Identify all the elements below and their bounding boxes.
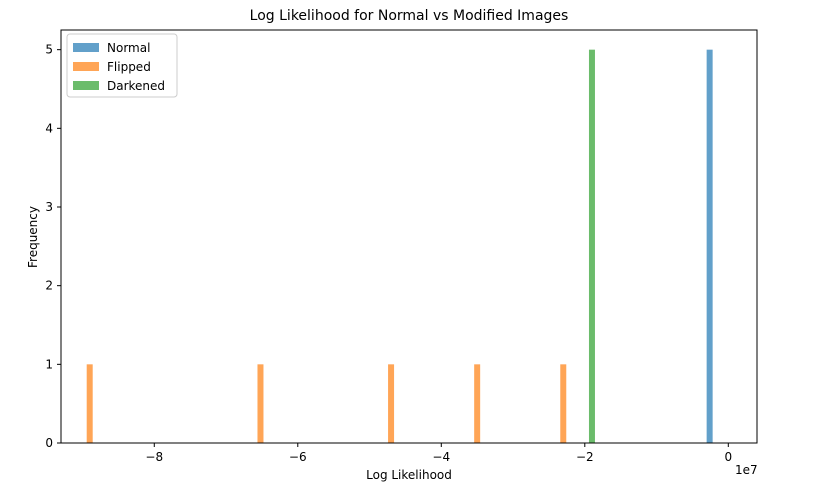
bar-flipped-3 xyxy=(474,364,481,443)
bar-darkened-0 xyxy=(588,49,595,444)
x-axis: −8 −6 −4 −2 0 xyxy=(145,443,732,464)
legend-label-flipped: Flipped xyxy=(107,60,151,74)
x-tick-label: −6 xyxy=(289,450,307,464)
x-tick-label: −8 xyxy=(145,450,163,464)
x-axis-offset-label: 1e7 xyxy=(735,463,758,477)
x-tick-label: −4 xyxy=(432,450,450,464)
legend-swatch-darkened xyxy=(73,81,99,90)
bar-flipped-4 xyxy=(560,364,567,443)
legend-swatch-flipped xyxy=(73,62,99,71)
legend-swatch-normal xyxy=(73,43,99,52)
y-axis-title: Frequency xyxy=(26,206,40,268)
y-axis: 0 1 2 3 4 5 xyxy=(45,43,61,450)
legend: Normal Flipped Darkened xyxy=(66,33,178,98)
x-axis-title: Log Likelihood xyxy=(366,468,452,482)
y-tick-label: 1 xyxy=(45,357,53,371)
y-tick-label: 4 xyxy=(45,121,53,135)
bar-flipped-1 xyxy=(257,364,264,443)
bar-normal-0 xyxy=(706,49,713,444)
y-tick-label: 3 xyxy=(45,200,53,214)
chart-title: Log Likelihood for Normal vs Modified Im… xyxy=(250,8,569,24)
x-tick-label: 0 xyxy=(724,450,732,464)
y-tick-label: 2 xyxy=(45,279,53,293)
y-tick-label: 0 xyxy=(45,436,53,450)
y-tick-label: 5 xyxy=(45,43,53,57)
plot-area xyxy=(86,49,713,444)
x-tick-label: −2 xyxy=(576,450,594,464)
legend-label-normal: Normal xyxy=(107,41,150,55)
plot-frame xyxy=(60,29,758,444)
legend-label-darkened: Darkened xyxy=(107,79,165,93)
bar-flipped-2 xyxy=(388,364,395,443)
bar-flipped-0 xyxy=(86,364,93,443)
